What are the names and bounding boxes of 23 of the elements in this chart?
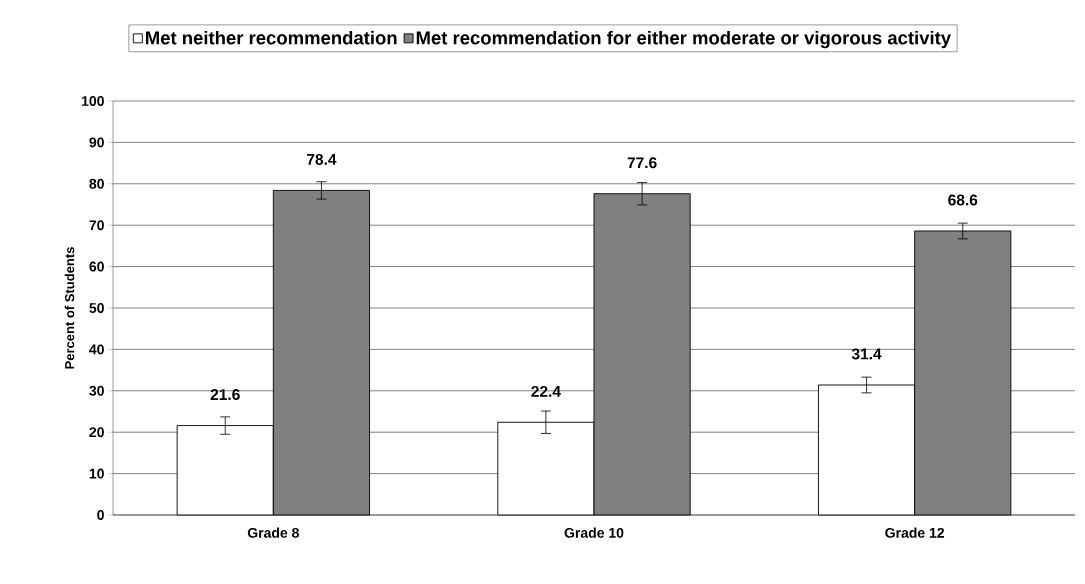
y-tick-label: 0 — [97, 510, 104, 520]
y-tick-label: 100 — [82, 96, 104, 106]
data-label: 78.4 — [307, 153, 337, 165]
y-tick-label: 40 — [89, 344, 104, 355]
x-tick-label: Grade 10 — [564, 527, 624, 538]
legend-label: Met recommendation for either moderate or vigorous activity — [416, 30, 951, 49]
y-tick-label: 60 — [89, 261, 104, 272]
y-tick-label: 90 — [89, 137, 104, 148]
data-label: 77.6 — [627, 157, 657, 169]
data-label: 68.6 — [948, 194, 978, 206]
y-tick-label: 20 — [89, 427, 104, 438]
data-label: 22.4 — [531, 385, 561, 397]
y-axis-title: Percent of Students — [64, 247, 75, 369]
x-tick-label: Grade 12 — [885, 527, 945, 538]
data-label: 21.6 — [210, 389, 240, 401]
y-tick-label: 30 — [89, 385, 104, 396]
y-tick-label: 70 — [89, 220, 104, 231]
data-label: 31.4 — [851, 348, 882, 360]
legend-label: Met neither recommendation — [146, 30, 397, 45]
y-tick-label: 80 — [89, 178, 104, 189]
x-tick-label: Grade 8 — [247, 527, 299, 538]
y-tick-label: 10 — [89, 468, 104, 479]
y-tick-label: 50 — [89, 303, 104, 313]
